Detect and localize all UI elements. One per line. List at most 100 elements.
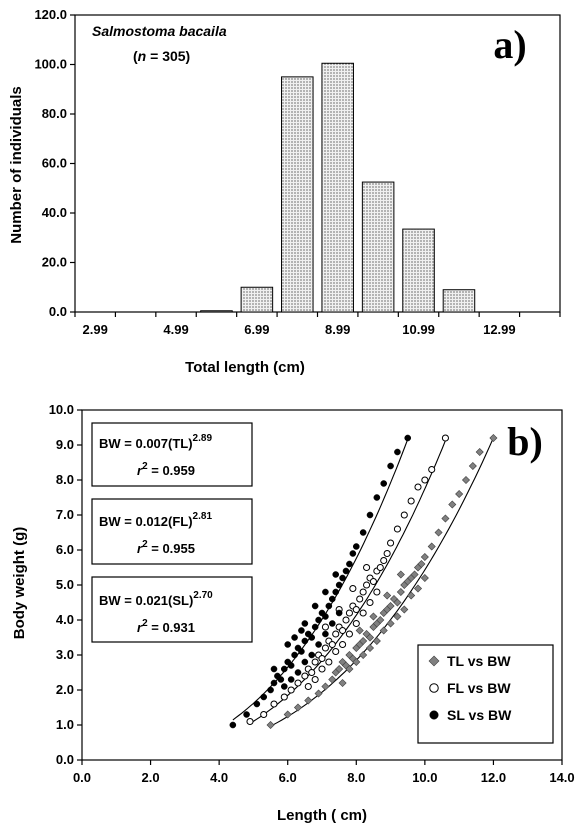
data-point xyxy=(229,721,237,729)
scatter-panel: 0.0 1.0 2.0 3.0 4.0 5.0 6.0 7.0 8.0 9.0 10.0 0.0 2.… xyxy=(11,402,575,824)
data-point xyxy=(386,601,395,611)
x-axis-title-b: Length ( cm) xyxy=(277,807,367,824)
data-point xyxy=(369,577,377,586)
y-tick-label-b: 5.0 xyxy=(56,577,74,592)
data-point xyxy=(332,647,340,656)
histogram-panel: 0.0 20.0 40.0 60.0 80.0 100.0 120.0 2.99 4.99 6.… xyxy=(8,7,561,376)
data-point xyxy=(352,619,360,628)
data-point xyxy=(489,433,498,443)
data-point xyxy=(335,581,343,589)
data-point xyxy=(365,633,375,642)
data-point xyxy=(372,636,381,646)
x-axis-b: 0.0 2.0 4.0 6.0 8.0 10.0 12.0 14.0 xyxy=(73,760,575,785)
data-point xyxy=(342,616,350,624)
data-point xyxy=(396,570,405,579)
data-point xyxy=(421,476,429,484)
data-point xyxy=(280,683,288,690)
data-point xyxy=(332,588,340,596)
data-point xyxy=(291,634,298,641)
data-point xyxy=(266,720,275,730)
data-point xyxy=(455,489,464,499)
data-point xyxy=(407,497,415,505)
data-point xyxy=(420,573,429,583)
y-tick-label-b: 7.0 xyxy=(56,507,74,522)
y-tick-label-a: 120.0 xyxy=(34,7,67,22)
data-point xyxy=(393,525,401,533)
y-tick-label-a: 40.0 xyxy=(42,205,67,220)
legend: TL vs BW FL vs BW SL vs BW xyxy=(417,644,554,744)
equation-box-sl: BW = 0.021(SL)2.70 r2 = 0.931 xyxy=(91,576,253,643)
x-axis-title-a: Total length (cm) xyxy=(185,359,305,376)
data-point xyxy=(420,552,429,562)
x-tick-label-a: 12.99 xyxy=(483,322,516,337)
data-point xyxy=(352,657,361,667)
y-tick-label-b: 0.0 xyxy=(56,752,74,767)
data-point xyxy=(383,591,392,600)
legend-label: TL vs BW xyxy=(447,653,511,669)
data-point xyxy=(321,623,329,631)
data-point xyxy=(410,570,419,579)
data-point xyxy=(339,574,346,582)
data-point xyxy=(396,587,405,597)
data-point xyxy=(308,634,316,641)
data-point xyxy=(379,626,388,635)
data-point xyxy=(359,529,367,536)
data-point xyxy=(291,651,298,659)
y-tick-label-b: 10.0 xyxy=(49,402,74,417)
data-point xyxy=(346,560,353,568)
y-tick-label-b: 6.0 xyxy=(56,542,74,557)
data-point xyxy=(448,500,457,509)
y-tick-label-b: 1.0 xyxy=(56,717,74,732)
data-point xyxy=(335,609,343,617)
x-tick-label-a: 2.99 xyxy=(83,322,108,337)
data-point xyxy=(352,543,360,550)
y-tick-label-b: 4.0 xyxy=(56,612,74,627)
data-point xyxy=(277,676,285,683)
data-point xyxy=(345,630,353,638)
species-name: Salmostoma bacaila xyxy=(92,23,227,39)
data-point xyxy=(417,559,426,569)
data-point xyxy=(369,612,378,621)
legend-label: SL vs BW xyxy=(447,707,512,723)
data-point xyxy=(380,480,388,487)
data-point xyxy=(349,584,357,593)
data-point xyxy=(429,710,439,720)
data-point xyxy=(321,644,329,652)
x-tick-label-b: 6.0 xyxy=(279,770,297,785)
data-point xyxy=(308,668,316,677)
y-axis-b: 0.0 1.0 2.0 3.0 4.0 5.0 6.0 7.0 8.0 9.0 10.0 xyxy=(49,402,82,767)
y-tick-label-a: 20.0 xyxy=(42,255,67,270)
data-point xyxy=(301,672,309,680)
scatter-points xyxy=(229,433,498,730)
x-tick-label-b: 10.0 xyxy=(412,770,437,785)
data-point xyxy=(366,598,374,607)
data-point xyxy=(332,630,340,638)
data-point xyxy=(393,612,402,621)
data-point xyxy=(335,664,344,674)
data-point xyxy=(339,626,347,635)
data-point xyxy=(475,447,484,457)
data-point xyxy=(373,588,381,596)
data-point xyxy=(413,584,423,593)
data-point xyxy=(328,595,336,603)
data-point xyxy=(298,648,305,655)
data-point xyxy=(332,571,340,578)
data-point xyxy=(294,679,302,687)
data-point xyxy=(311,602,319,610)
bar xyxy=(281,76,314,313)
data-point xyxy=(434,528,443,537)
y-tick-label-a: 100.0 xyxy=(34,57,67,72)
data-point xyxy=(243,711,250,718)
x-tick-label-b: 2.0 xyxy=(142,770,160,785)
data-point xyxy=(325,658,333,666)
data-point xyxy=(441,434,449,442)
y-tick-label-b: 9.0 xyxy=(56,437,74,452)
data-point xyxy=(322,588,329,596)
data-point xyxy=(293,703,303,712)
data-point xyxy=(283,710,292,719)
data-point xyxy=(356,595,364,603)
data-point xyxy=(321,682,330,691)
bar xyxy=(402,228,435,313)
y-tick-label-a: 80.0 xyxy=(42,106,67,121)
y-tick-label-a: 60.0 xyxy=(42,156,67,171)
